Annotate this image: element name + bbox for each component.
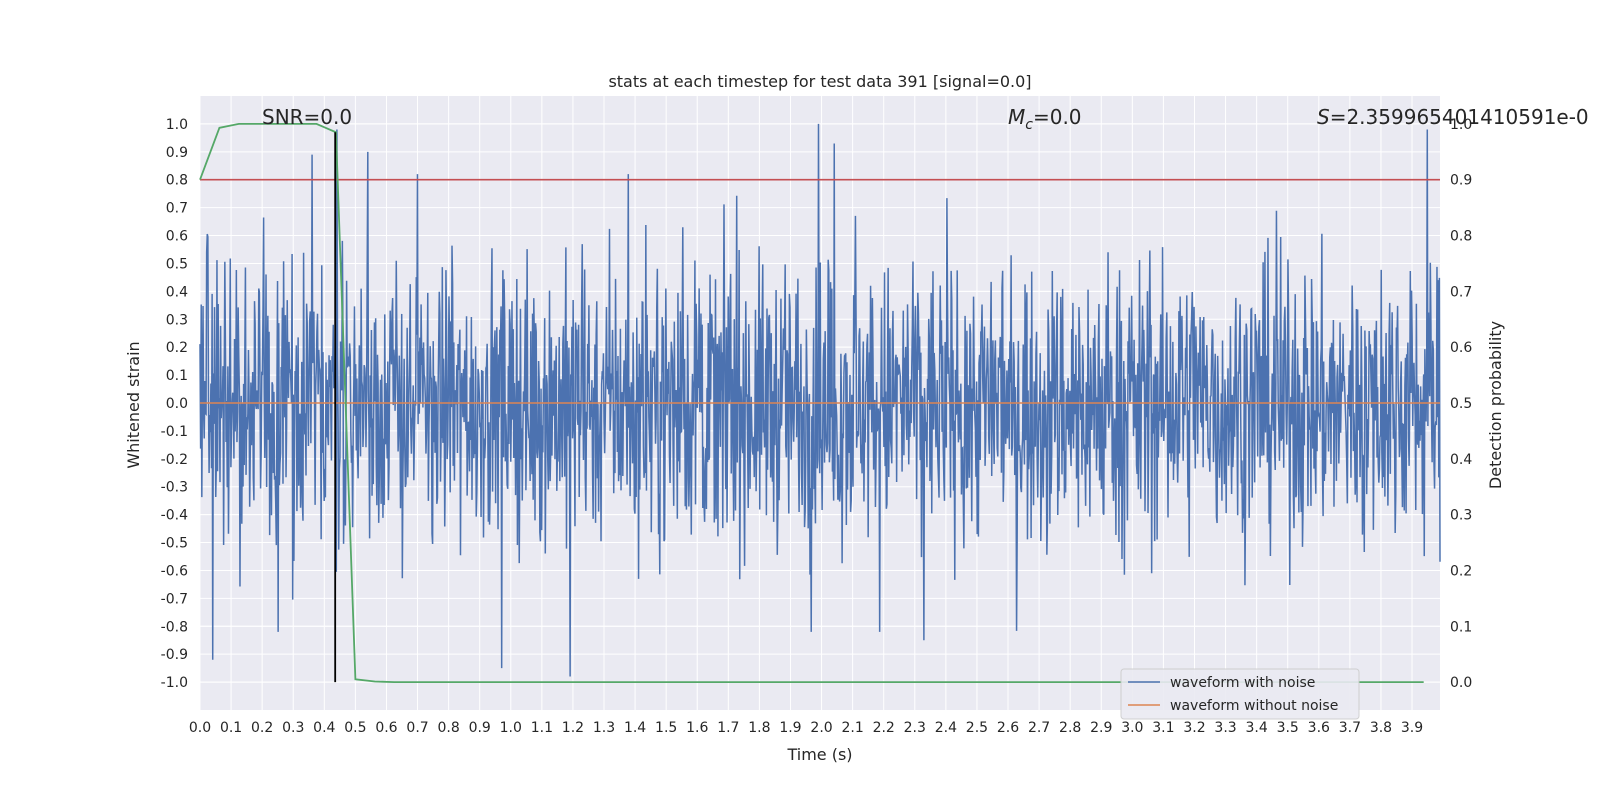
x-tick-label: 3.3 — [1214, 720, 1236, 736]
snr-annotation: SNR=0.0 — [262, 105, 352, 129]
x-tick-label: 2.1 — [841, 720, 863, 736]
y-tick-label-left: 0.8 — [166, 173, 188, 189]
y-tick-label-left: -0.1 — [161, 424, 188, 440]
x-tick-label: 0.5 — [344, 720, 366, 736]
y-tick-label-left: -0.2 — [161, 452, 188, 468]
y-tick-label-left: 0.2 — [166, 340, 188, 356]
y-tick-label-left: 0.6 — [166, 229, 188, 245]
y-tick-label-left: 0.4 — [166, 284, 188, 300]
y-tick-label-right: 0.4 — [1450, 452, 1472, 468]
y-tick-label-right: 0.6 — [1450, 340, 1472, 356]
detection-probability-line — [199, 123, 1424, 683]
x-tick-label: 3.0 — [1121, 720, 1143, 736]
x-tick-label: 3.6 — [1308, 720, 1330, 736]
x-tick-label: 3.7 — [1339, 720, 1361, 736]
x-tick-label: 3.8 — [1370, 720, 1392, 736]
y-axis-label-left: Whitened strain — [124, 341, 143, 468]
x-tick-label: 0.0 — [189, 720, 211, 736]
noisy-waveform-line — [199, 123, 1441, 677]
y-tick-label-left: -0.5 — [161, 536, 188, 552]
x-tick-label: 2.5 — [966, 720, 988, 736]
x-tick-label: 0.3 — [282, 720, 304, 736]
y-tick-labels-right: 1.0 0.9 0.8 0.7 0.6 0.5 0.4 0.3 0.2 0.1 0.0 — [1450, 117, 1472, 691]
x-tick-label: 0.9 — [469, 720, 491, 736]
y-tick-label-right: 1.0 — [1450, 117, 1472, 133]
y-tick-label-left: 1.0 — [166, 117, 188, 133]
y-tick-label-left: 0.7 — [166, 201, 188, 217]
y-tick-label-left: -0.9 — [161, 647, 188, 663]
y-tick-label-left: -0.8 — [161, 619, 188, 635]
x-tick-label: 2.4 — [935, 720, 957, 736]
y-tick-label-right: 0.1 — [1450, 619, 1472, 635]
y-tick-label-right: 0.2 — [1450, 563, 1472, 579]
y-tick-label-left: -0.4 — [161, 508, 188, 524]
x-tick-label: 3.9 — [1401, 720, 1423, 736]
x-tick-label: 0.4 — [313, 720, 335, 736]
y-tick-label-left: -0.3 — [161, 480, 188, 496]
x-tick-label: 1.9 — [779, 720, 801, 736]
x-tick-label: 1.6 — [686, 720, 708, 736]
x-tick-label: 1.4 — [624, 720, 646, 736]
x-tick-label: 3.1 — [1152, 720, 1174, 736]
x-tick-label: 1.2 — [562, 720, 584, 736]
x-tick-label: 1.3 — [593, 720, 615, 736]
y-tick-label-left: 0.5 — [166, 256, 188, 272]
waveform-with-noise-series — [199, 123, 1441, 677]
y-tick-label-left: -1.0 — [161, 675, 188, 691]
x-axis-label: Time (s) — [786, 745, 852, 764]
y-axis-label-right: Detection probability — [1486, 321, 1505, 489]
x-tick-label: 2.0 — [810, 720, 832, 736]
x-tick-label: 3.2 — [1183, 720, 1205, 736]
y-tick-label-right: 0.3 — [1450, 508, 1472, 524]
s-annotation: S=2.359965401410591e-0 — [1317, 105, 1589, 129]
x-tick-label: 1.0 — [500, 720, 522, 736]
y-tick-label-right: 0.7 — [1450, 284, 1472, 300]
x-tick-label: 2.6 — [997, 720, 1019, 736]
x-tick-label: 0.1 — [220, 720, 242, 736]
x-tick-label: 1.1 — [531, 720, 553, 736]
y-tick-label-right: 0.9 — [1450, 173, 1472, 189]
y-tick-label-left: 0.0 — [166, 396, 188, 412]
y-tick-label-right: 0.8 — [1450, 229, 1472, 245]
y-tick-label-right: 0.0 — [1450, 675, 1472, 691]
y-tick-label-left: 0.9 — [166, 145, 188, 161]
detection-probability-series — [199, 123, 1424, 683]
x-tick-label: 2.7 — [1028, 720, 1050, 736]
x-tick-label: 2.8 — [1059, 720, 1081, 736]
legend-box — [1120, 668, 1360, 720]
y-tick-label-left: 0.3 — [166, 312, 188, 328]
legend: waveform with noise waveform without noi… — [1120, 668, 1360, 720]
legend-label-noisy: waveform with noise — [1170, 675, 1315, 691]
x-tick-label: 0.8 — [437, 720, 459, 736]
chart-title: stats at each timestep for test data 391… — [608, 72, 1031, 91]
y-tick-label-right: 0.5 — [1450, 396, 1472, 412]
y-tick-label-left: -0.7 — [161, 591, 188, 607]
x-tick-label: 2.2 — [873, 720, 895, 736]
x-tick-label: 2.3 — [904, 720, 926, 736]
x-tick-label: 1.5 — [655, 720, 677, 736]
x-tick-label: 3.5 — [1277, 720, 1299, 736]
x-tick-label: 0.6 — [375, 720, 397, 736]
x-tick-labels: 0.0 0.1 0.2 0.3 0.4 0.5 0.6 0.7 0.8 0.9 1.0 1.1 1.2 1… — [189, 720, 1423, 736]
x-tick-label: 2.9 — [1090, 720, 1112, 736]
legend-label-clean: waveform without noise — [1170, 698, 1338, 714]
y-tick-label-left: 0.1 — [166, 368, 188, 384]
x-tick-label: 1.7 — [717, 720, 739, 736]
x-tick-label: 3.4 — [1246, 720, 1268, 736]
y-tick-label-left: -0.6 — [161, 563, 188, 579]
y-tick-labels-left: 1.0 0.9 0.8 0.7 0.6 0.5 0.4 0.3 0.2 0.1 0.0 -0.1 -0.… — [161, 117, 188, 691]
x-tick-label: 0.2 — [251, 720, 273, 736]
x-tick-label: 1.8 — [748, 720, 770, 736]
chirp-mass-annotation: Mc=0.0 — [1008, 105, 1082, 133]
x-tick-label: 0.7 — [406, 720, 428, 736]
